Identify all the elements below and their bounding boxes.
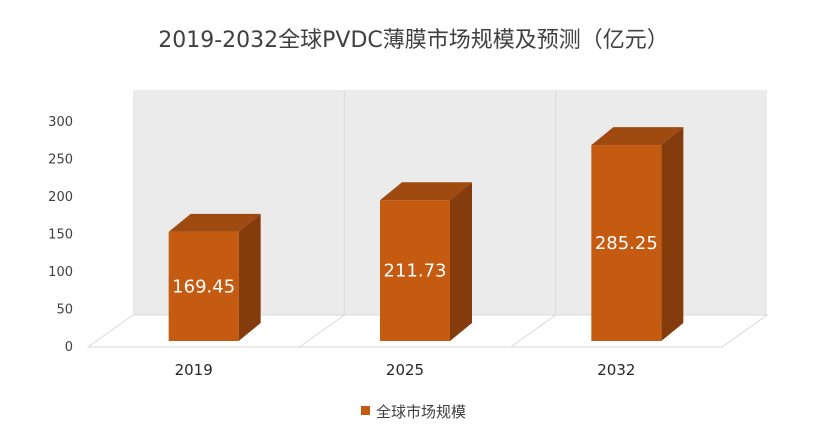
y-tick-label: 50 — [56, 303, 73, 318]
bar-top — [168, 213, 261, 232]
x-axis: 2019 2025 2032 — [175, 361, 636, 379]
legend-label: 全球市场规模 — [375, 403, 466, 421]
bars — [168, 127, 684, 341]
bar-front — [168, 231, 239, 341]
bar-top — [591, 127, 684, 146]
bar-side — [450, 182, 472, 341]
y-tick-label: 200 — [48, 190, 73, 205]
data-label: 211.73 — [384, 261, 447, 282]
data-labels: 169.45 211.73 285.25 — [172, 233, 658, 297]
y-tick-label: 300 — [48, 115, 73, 130]
x-tick-label: 2025 — [386, 361, 424, 379]
floor-gridline — [510, 314, 556, 348]
floor-gridline — [299, 314, 345, 348]
data-label: 285.25 — [595, 233, 658, 254]
x-tick-label: 2032 — [597, 361, 635, 379]
bar — [168, 213, 261, 341]
chart-title: 2019-2032全球PVDC薄膜市场规模及预测（亿元） — [158, 28, 669, 53]
y-axis: 0 50 100 150 200 250 300 — [48, 115, 73, 355]
bar-front — [380, 200, 450, 341]
data-label: 169.45 — [172, 276, 235, 297]
bar — [591, 127, 684, 341]
bar — [380, 182, 472, 341]
bar-top — [380, 182, 472, 201]
x-tick-label: 2019 — [175, 361, 213, 379]
bar-side — [661, 127, 684, 341]
bar-front — [591, 145, 662, 341]
y-tick-label: 0 — [65, 340, 73, 355]
bar-side — [238, 213, 261, 341]
legend: 全球市场规模 — [0, 401, 827, 422]
y-tick-label: 150 — [48, 228, 73, 243]
y-tick-label: 250 — [48, 153, 73, 168]
legend-swatch — [360, 406, 370, 415]
y-tick-label: 100 — [48, 265, 73, 280]
